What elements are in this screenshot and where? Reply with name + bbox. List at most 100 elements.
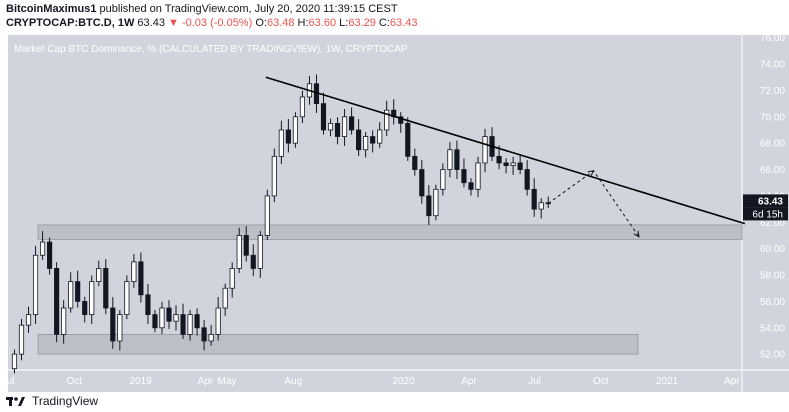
projection-arrowhead — [587, 170, 595, 177]
candle — [117, 314, 123, 342]
candle — [447, 149, 453, 170]
candle — [89, 281, 95, 316]
candle — [110, 307, 116, 342]
y-tick-label: 74.00 — [760, 60, 785, 71]
candle — [82, 301, 88, 316]
y-tick-label: 66.00 — [760, 165, 785, 176]
projection-arrowhead — [633, 230, 640, 238]
candle — [531, 188, 537, 210]
candle — [236, 235, 242, 269]
candle — [173, 314, 179, 322]
candle — [47, 241, 53, 269]
header-line-1: BitcoinMaximus1 published on TradingView… — [6, 3, 398, 15]
candle — [103, 268, 109, 309]
descending-trendline — [265, 76, 746, 225]
candle — [440, 169, 446, 190]
x-tick-label: May — [218, 376, 237, 387]
candle — [517, 162, 523, 170]
tradingview-logo-icon — [6, 397, 25, 406]
x-tick-label: 2020 — [392, 376, 415, 387]
footer: TradingView — [6, 394, 98, 408]
x-tick-label: Aug — [284, 376, 302, 387]
candle — [384, 109, 390, 131]
x-tick-label: 2019 — [129, 376, 152, 387]
last-price-tag — [743, 194, 788, 208]
footer-brand[interactable]: TradingView — [32, 394, 99, 408]
candle — [524, 169, 530, 190]
x-tick-label: Apr — [198, 376, 214, 387]
candle — [271, 155, 277, 197]
candle — [377, 129, 383, 144]
candle — [250, 254, 256, 269]
ohlc-h-label: H: — [297, 17, 309, 29]
candle — [405, 122, 411, 157]
candle — [152, 314, 158, 329]
candle — [426, 195, 432, 217]
candle — [278, 129, 284, 157]
x-tick-label: Jul — [528, 376, 541, 387]
candle — [482, 136, 488, 164]
author-name[interactable]: BitcoinMaximus1 — [6, 3, 97, 15]
candle — [145, 294, 151, 316]
candle — [370, 136, 376, 144]
last-price: 63.43 — [137, 17, 165, 29]
countdown-tag — [743, 207, 788, 221]
ohlc-high: 63.60 — [308, 17, 337, 29]
price-change: ▼ -0.03 (-0.05%) — [168, 17, 253, 29]
y-tick-label: 68.00 — [760, 139, 785, 150]
candle — [503, 162, 509, 166]
chart-title: Market Cap BTC Dominance, % (CALCULATED … — [14, 44, 408, 55]
ohlc-low: 63.29 — [348, 17, 376, 29]
candle — [341, 116, 348, 137]
ohlc-open: 63.48 — [266, 17, 295, 29]
candle — [208, 333, 214, 342]
candle — [166, 307, 172, 322]
candle — [257, 235, 263, 269]
candle — [419, 169, 425, 197]
x-tick-label: Jul — [2, 376, 15, 387]
candle — [334, 122, 341, 137]
candle — [363, 136, 369, 151]
header-line-2: CRYPTOCAP:BTC.D, 1W 63.43 ▼ -0.03 (-0.05… — [6, 17, 417, 29]
y-tick-label: 52.00 — [760, 350, 785, 361]
support-zone — [37, 333, 639, 355]
candle — [187, 314, 193, 335]
candle — [433, 188, 439, 217]
y-tick-label: 76.00 — [760, 33, 785, 44]
y-tick-label: 70.00 — [760, 112, 785, 123]
candle — [412, 155, 418, 170]
x-tick-label: Oct — [66, 376, 82, 387]
candle — [475, 162, 481, 190]
ohlc-c-label: C: — [378, 17, 390, 29]
ohlc-l-label: L: — [339, 17, 349, 29]
y-tick-label: 60.00 — [760, 244, 785, 255]
candle — [124, 281, 130, 316]
candle — [61, 307, 67, 335]
candle — [131, 261, 137, 283]
time-axis — [8, 370, 789, 392]
y-tick-label: 58.00 — [760, 271, 785, 282]
candle — [25, 314, 32, 326]
candle — [285, 129, 291, 144]
y-tick-label: 56.00 — [760, 297, 785, 308]
candle — [75, 281, 81, 302]
candle — [201, 327, 207, 342]
candle — [398, 116, 404, 124]
candle — [454, 149, 460, 170]
candle — [229, 268, 235, 289]
y-tick-label: 62.00 — [760, 218, 785, 229]
ohlc-o-label: O: — [255, 17, 267, 29]
candle — [299, 96, 306, 118]
candle — [180, 314, 186, 335]
candle — [68, 281, 74, 309]
candle — [320, 103, 327, 131]
plot-background — [8, 35, 742, 370]
candle — [356, 129, 362, 151]
ohlc-close: 63.43 — [389, 17, 418, 29]
candle — [215, 307, 221, 335]
candle — [468, 182, 474, 190]
candle — [327, 122, 334, 131]
candle — [510, 162, 516, 166]
candle — [32, 254, 39, 316]
